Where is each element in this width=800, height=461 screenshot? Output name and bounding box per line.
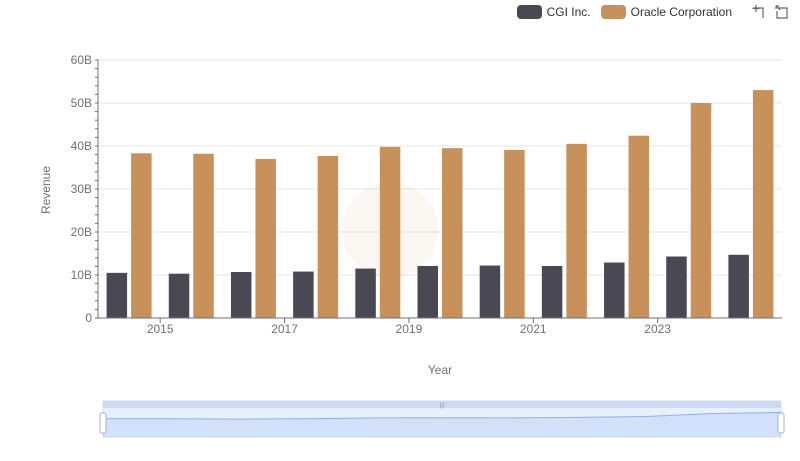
zoom-grip[interactable]: ||| bbox=[440, 403, 445, 409]
x-tick-label: 2023 bbox=[644, 322, 671, 336]
zoom-icon[interactable] bbox=[750, 4, 766, 20]
bar-cgi[interactable] bbox=[666, 256, 687, 318]
bar-cgi[interactable] bbox=[728, 254, 749, 318]
axes: 0 10B 20B 30B 40B 50B 60B 2015 2017 2019 2021 2023 bbox=[71, 53, 782, 336]
bar-oracle[interactable] bbox=[752, 90, 774, 318]
bar-cgi[interactable] bbox=[417, 265, 439, 318]
x-tick-label: 2015 bbox=[147, 322, 174, 336]
legend-item-oracle[interactable]: Oracle Corporation bbox=[600, 5, 732, 19]
bar-cgi[interactable] bbox=[293, 271, 314, 318]
zoom-handle-left[interactable] bbox=[99, 412, 107, 434]
y-tick-label: 20B bbox=[71, 225, 92, 239]
bar-cgi[interactable] bbox=[106, 272, 128, 318]
legend-swatch-cgi bbox=[516, 5, 542, 19]
bar-cgi[interactable] bbox=[541, 265, 563, 318]
zoom-handle-right[interactable] bbox=[777, 412, 785, 434]
bar-oracle[interactable] bbox=[379, 146, 401, 318]
x-tick-label: 2021 bbox=[520, 322, 547, 336]
bar-cgi[interactable] bbox=[355, 268, 376, 318]
bar-cgi[interactable] bbox=[168, 273, 190, 318]
zoom-preview-line bbox=[102, 411, 782, 420]
bar-oracle[interactable] bbox=[504, 149, 525, 318]
bar-oracle[interactable] bbox=[566, 143, 587, 318]
x-tick-label: 2019 bbox=[396, 322, 423, 336]
zoom-preview-area bbox=[103, 412, 781, 437]
legend: CGI Inc. Oracle Corporation bbox=[516, 4, 790, 20]
y-tick-label: 60B bbox=[71, 53, 92, 67]
y-tick-label: 30B bbox=[71, 182, 92, 196]
bar-cgi[interactable] bbox=[604, 262, 625, 318]
y-tick-label: 0 bbox=[85, 311, 92, 325]
y-tick-label: 50B bbox=[71, 96, 92, 110]
bar-cgi[interactable] bbox=[230, 271, 252, 318]
y-tick-label: 40B bbox=[71, 139, 92, 153]
bar-oracle[interactable] bbox=[442, 148, 463, 318]
bar-cgi[interactable] bbox=[479, 265, 501, 318]
restore-icon[interactable] bbox=[774, 4, 790, 20]
bar-oracle[interactable] bbox=[131, 153, 152, 318]
bar-oracle[interactable] bbox=[628, 135, 650, 318]
bar-oracle[interactable] bbox=[690, 103, 712, 318]
bars bbox=[106, 90, 774, 318]
bar-oracle[interactable] bbox=[255, 158, 276, 318]
y-tick-label: 10B bbox=[71, 268, 92, 282]
bar-oracle[interactable] bbox=[317, 155, 339, 318]
legend-label-oracle: Oracle Corporation bbox=[630, 5, 732, 19]
data-zoom-slider[interactable]: ||| bbox=[99, 400, 785, 438]
legend-swatch-oracle bbox=[600, 5, 626, 19]
legend-label-cgi: CGI Inc. bbox=[546, 5, 591, 19]
y-axis-title: Revenue bbox=[39, 166, 53, 214]
bar-oracle[interactable] bbox=[193, 153, 214, 318]
zoom-move-bar[interactable] bbox=[103, 401, 781, 408]
legend-item-cgi[interactable]: CGI Inc. bbox=[516, 5, 591, 19]
x-tick-label: 2017 bbox=[271, 322, 298, 336]
x-axis-title: Year bbox=[428, 363, 452, 377]
